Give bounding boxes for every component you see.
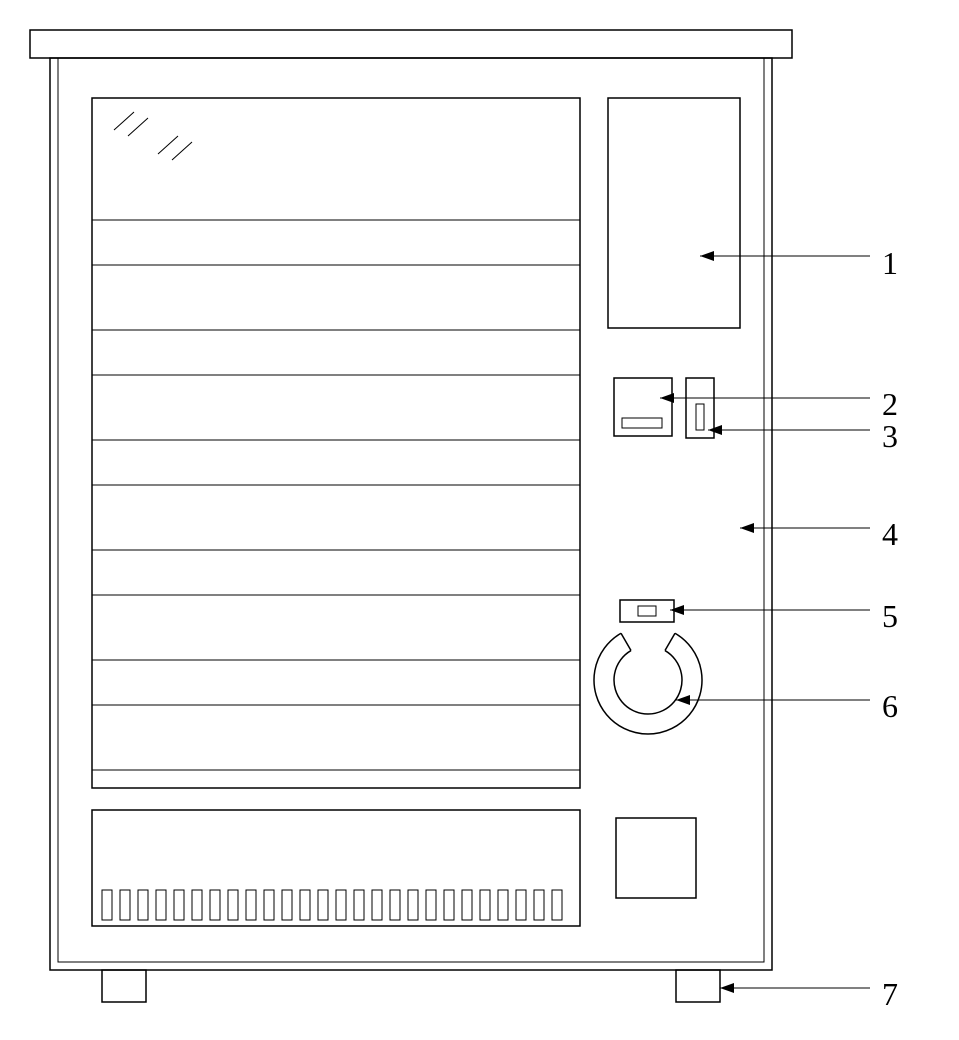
- diagram-svg: [20, 20, 959, 1020]
- callout-label-7: 7: [882, 976, 898, 1013]
- callout-label-4: 4: [882, 516, 898, 553]
- callout-label-6: 6: [882, 688, 898, 725]
- callout-label-1: 1: [882, 245, 898, 282]
- diagram-canvas: 1234567: [20, 20, 939, 1020]
- callout-label-3: 3: [882, 418, 898, 455]
- callout-label-5: 5: [882, 598, 898, 635]
